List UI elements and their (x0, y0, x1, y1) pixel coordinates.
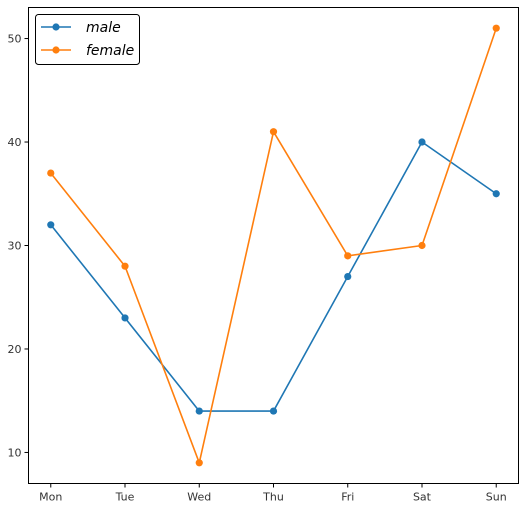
data-point (47, 169, 55, 177)
legend-label: male (86, 20, 121, 36)
data-point (269, 128, 278, 136)
data-point (418, 138, 426, 146)
data-point (418, 241, 426, 250)
data-point (492, 24, 500, 32)
data-point (195, 459, 203, 467)
x-tick-label: Thu (262, 491, 284, 504)
legend-label: female (86, 43, 134, 59)
legend: male female (35, 14, 140, 65)
x-tick-label: Wed (187, 491, 211, 504)
data-point (269, 407, 278, 415)
data-point (344, 272, 352, 281)
x-tick-label: Sun (486, 491, 507, 504)
y-tick-label: 40 (8, 136, 22, 149)
legend-swatch-marker (52, 46, 60, 54)
data-point (121, 314, 129, 322)
y-tick-label: 30 (8, 240, 22, 253)
legend-items: male female (41, 20, 134, 59)
legend-swatch-marker (52, 23, 60, 31)
plot-area-frame (28, 7, 519, 484)
x-tick-label: Fri (341, 491, 354, 504)
data-point (492, 190, 500, 198)
data-point (121, 262, 129, 270)
y-tick-label: 20 (8, 343, 22, 356)
x-tick-label: Mon (39, 491, 62, 504)
data-point (195, 407, 203, 415)
x-axis: Mon Tue Wed Thu Fri Sat Sun (39, 483, 507, 504)
y-tick-label: 50 (8, 33, 22, 46)
data-point (344, 252, 352, 260)
data-point (47, 221, 55, 229)
x-tick-label: Tue (115, 491, 135, 504)
x-tick-label: Sat (413, 491, 432, 504)
y-tick-label: 10 (8, 446, 22, 459)
series-layer (47, 24, 500, 467)
series-female (47, 24, 500, 467)
series-male (47, 138, 500, 415)
y-axis: 10 20 30 40 50 (8, 33, 29, 459)
